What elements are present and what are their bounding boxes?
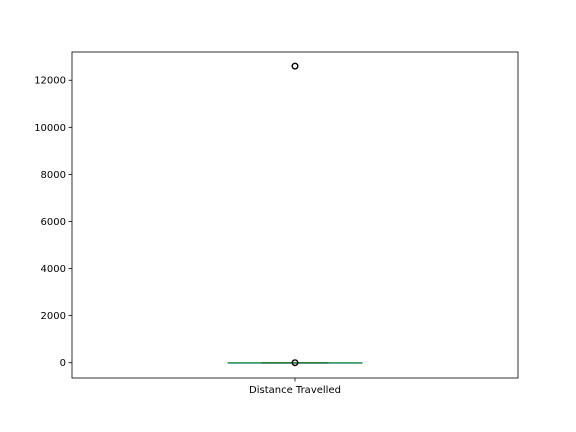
outlier-point xyxy=(291,359,299,367)
y-tick-label: 4000 xyxy=(41,264,66,275)
x-tick-label: Distance Travelled xyxy=(249,385,341,396)
y-tick-label: 6000 xyxy=(41,217,66,228)
boxes-layer xyxy=(227,62,363,367)
y-tick-label: 2000 xyxy=(41,311,66,322)
y-axis-ticks: 0 2000 4000 6000 8000 10000 12000 xyxy=(34,76,72,369)
y-tick-label: 10000 xyxy=(34,123,66,134)
axes-frame xyxy=(71,51,519,379)
y-tick-label: 0 xyxy=(60,358,66,369)
x-axis-ticks: Distance Travelled xyxy=(249,378,341,396)
y-tick-label: 12000 xyxy=(34,76,66,87)
y-tick-label: 8000 xyxy=(41,170,66,181)
plot-area xyxy=(72,52,518,378)
outlier-point xyxy=(291,62,299,70)
